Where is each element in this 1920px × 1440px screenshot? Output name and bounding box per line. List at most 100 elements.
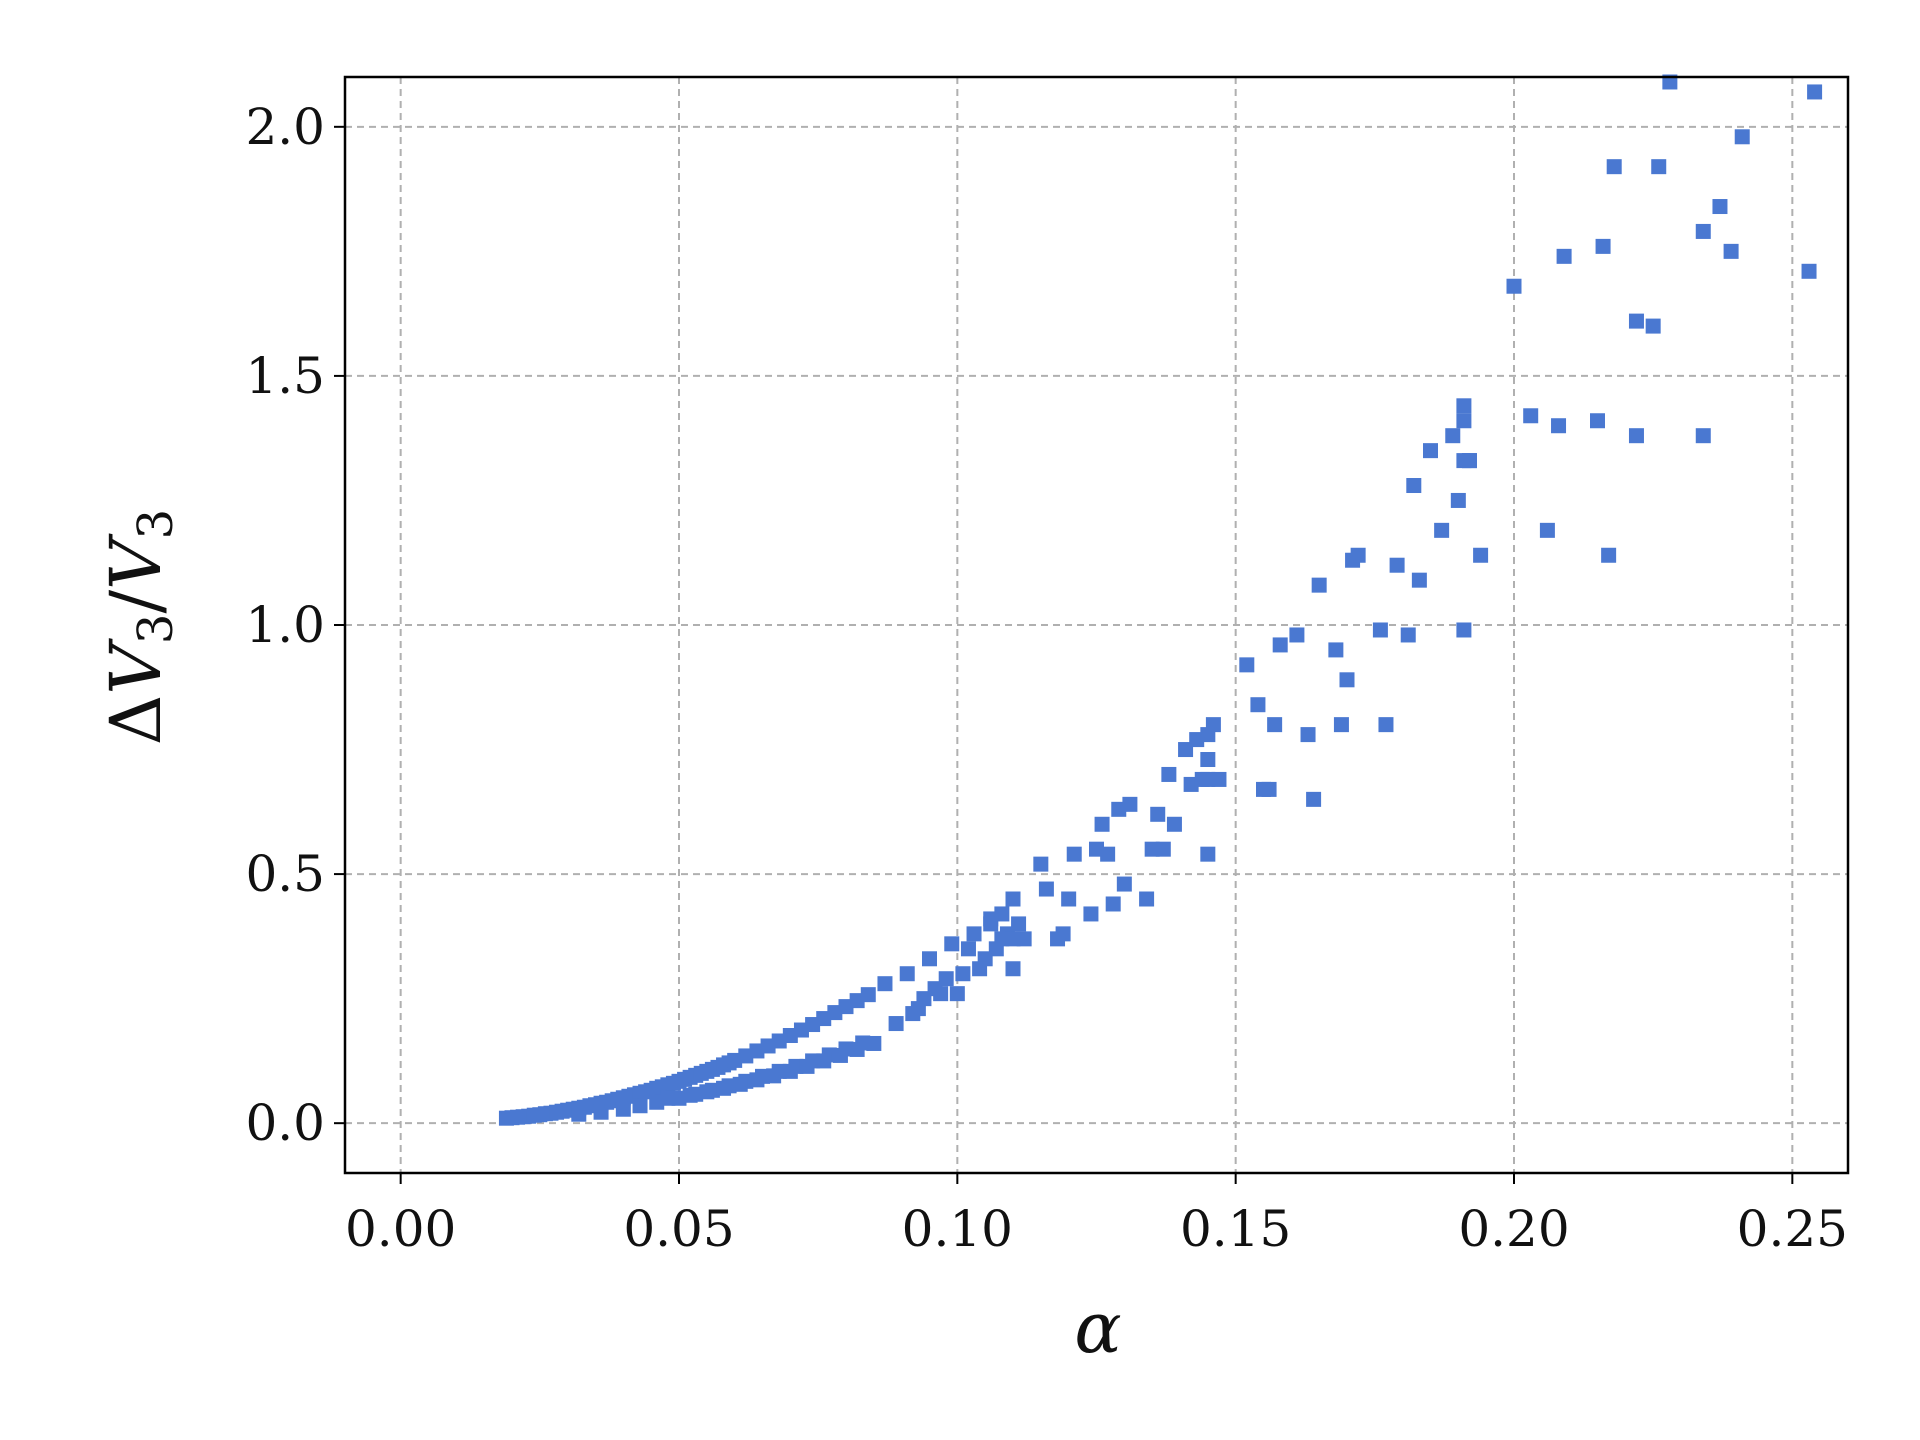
y-axis-label-v-denominator: V — [95, 533, 177, 590]
data-point — [888, 1016, 904, 1032]
data-point — [1378, 717, 1394, 733]
y-axis-label-delta: Δ — [95, 695, 177, 746]
data-point — [1456, 398, 1472, 414]
data-point — [849, 1041, 865, 1057]
data-point — [682, 1087, 698, 1103]
data-point — [732, 1076, 748, 1092]
x-tick-label: 0.20 — [1458, 1200, 1569, 1258]
data-point — [1011, 916, 1027, 932]
data-point — [1333, 717, 1349, 733]
data-point — [749, 1072, 765, 1088]
data-point — [1161, 766, 1177, 782]
data-point — [1066, 846, 1082, 862]
data-point — [1434, 522, 1450, 538]
data-point — [1116, 876, 1132, 892]
data-point — [1200, 727, 1216, 743]
data-point — [1734, 129, 1750, 145]
data-point — [1094, 816, 1110, 832]
data-point — [1122, 796, 1138, 812]
data-point — [983, 916, 999, 932]
data-point — [1400, 627, 1416, 643]
data-point — [1712, 199, 1728, 215]
data-point — [1461, 453, 1477, 469]
data-point — [1601, 547, 1617, 563]
data-point — [1300, 727, 1316, 743]
y-tick-label: 1.0 — [245, 596, 325, 654]
data-points — [498, 74, 1823, 1126]
data-point — [782, 1063, 798, 1079]
data-point — [1200, 771, 1216, 787]
data-point — [960, 941, 976, 957]
y-tick-label: 0.5 — [245, 845, 325, 903]
data-point — [1556, 248, 1572, 264]
data-point — [860, 987, 876, 1003]
y-axis-label-sub-denominator: 3 — [128, 509, 184, 540]
data-point — [593, 1104, 609, 1120]
data-point — [1807, 84, 1823, 100]
data-point — [832, 1047, 848, 1063]
data-point — [1445, 428, 1461, 444]
data-point — [1200, 752, 1216, 768]
data-point — [972, 961, 988, 977]
data-point — [938, 971, 954, 987]
data-point — [1423, 443, 1438, 459]
data-point — [716, 1080, 732, 1096]
data-point — [1267, 717, 1283, 733]
data-point — [1100, 846, 1116, 862]
data-point — [632, 1098, 648, 1114]
y-tick-label: 1.5 — [245, 347, 325, 405]
data-point — [615, 1101, 631, 1117]
data-point — [1105, 896, 1121, 912]
data-point — [922, 951, 937, 967]
data-point — [1695, 428, 1711, 444]
data-point — [1411, 572, 1427, 588]
data-point — [1150, 806, 1166, 822]
data-point — [1595, 238, 1611, 254]
data-point — [1005, 891, 1021, 907]
data-point — [1645, 318, 1661, 334]
x-axis-label: α — [1074, 1287, 1121, 1369]
x-tick-label: 0.00 — [345, 1200, 456, 1258]
data-point — [1456, 622, 1472, 638]
data-point — [877, 976, 893, 992]
data-point — [1005, 961, 1021, 977]
data-point — [699, 1084, 715, 1100]
data-point — [1250, 697, 1266, 713]
data-point — [1261, 781, 1277, 797]
x-axis-ticks: 0.00 0.05 0.10 0.15 0.20 0.25 — [345, 1173, 1848, 1258]
data-point — [1473, 547, 1489, 563]
data-point — [1389, 557, 1405, 573]
data-point — [1061, 891, 1077, 907]
data-point — [1456, 413, 1472, 429]
grid-lines — [345, 77, 1848, 1173]
data-point — [1628, 428, 1644, 444]
y-axis-label: ΔV3/V3 — [95, 509, 184, 745]
y-axis-label-slash: / — [95, 590, 177, 614]
data-point — [1350, 547, 1366, 563]
data-point — [1539, 522, 1555, 538]
data-point — [1328, 642, 1344, 658]
data-point — [1801, 263, 1817, 279]
data-point — [955, 966, 971, 982]
data-point — [1628, 313, 1644, 329]
x-tick-label: 0.25 — [1737, 1200, 1848, 1258]
x-tick-label: 0.10 — [902, 1200, 1013, 1258]
data-point — [1155, 841, 1171, 857]
x-tick-label: 0.05 — [623, 1200, 734, 1258]
data-point — [1339, 672, 1355, 688]
data-point — [1551, 418, 1567, 434]
data-point — [1016, 931, 1032, 947]
data-point — [866, 1035, 882, 1051]
data-point — [899, 966, 915, 982]
y-axis-label-v-numerator: V — [95, 638, 177, 695]
data-point — [1651, 159, 1667, 175]
data-point — [1200, 846, 1216, 862]
data-point — [905, 1006, 921, 1022]
y-axis-ticks: 0.0 0.5 1.0 1.5 2.0 — [245, 98, 345, 1152]
data-point — [1590, 413, 1605, 429]
data-point — [1083, 906, 1099, 922]
data-point — [1506, 278, 1522, 294]
data-point — [1606, 159, 1622, 175]
data-point — [949, 986, 965, 1002]
